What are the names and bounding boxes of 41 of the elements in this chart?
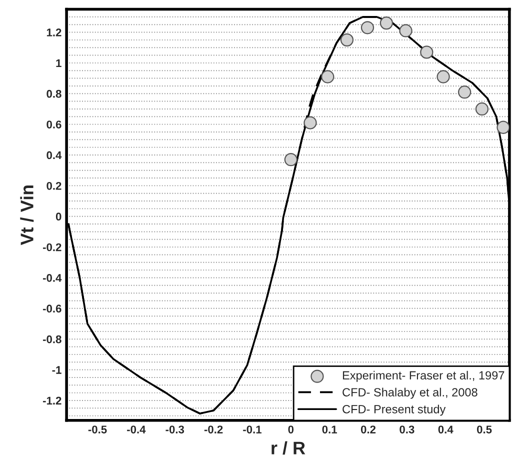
point: [360, 21, 374, 34]
point: [284, 153, 298, 166]
legend-label: CFD- Present study: [342, 404, 446, 416]
x-tick-label: -0.1: [243, 426, 262, 434]
y-tick-label: -0.6: [42, 304, 62, 313]
point: [321, 70, 334, 84]
y-tick-label: 0.4: [46, 151, 62, 160]
y-tick-label: -0.2: [42, 243, 62, 252]
x-tick-label: -0.4: [127, 426, 146, 434]
y-tick-label: -0.4: [42, 274, 62, 282]
point: [475, 102, 489, 116]
legend-label: Experiment- Fraser et al., 1997: [342, 370, 504, 382]
point: [496, 120, 510, 134]
y-axis-title: Vt / Vin: [20, 186, 34, 246]
x-tick-label: 0.1: [322, 426, 337, 434]
point: [304, 116, 317, 130]
x-tick-label: 0: [288, 426, 294, 434]
y-tick-label: 0.8: [46, 90, 62, 98]
x-axis-title: r / R: [272, 441, 306, 455]
y-tick-label: -0.8: [42, 335, 62, 344]
legend-label: CFD- Shalaby et al., 2008: [342, 388, 478, 399]
y-tick-label: 1.2: [46, 28, 62, 36]
point: [420, 46, 434, 59]
x-tick-label: -0.3: [166, 426, 184, 434]
x-tick-label: 0.4: [438, 426, 454, 434]
x-tick-label: -0.2: [204, 426, 223, 434]
x-tick-label: 0.5: [477, 426, 492, 434]
x-tick-label: -0.5: [88, 426, 107, 434]
point: [399, 24, 412, 38]
y-tick-label: 0: [56, 212, 62, 220]
y-tick-label: 1: [56, 59, 62, 67]
point: [380, 16, 394, 30]
y-tick-label: 0.2: [46, 182, 62, 190]
x-tick-label: 0.2: [360, 426, 376, 434]
point: [340, 33, 354, 46]
x-tick-label: 0.3: [400, 426, 414, 434]
point: [436, 70, 450, 84]
y-tick-label: 0.6: [46, 120, 62, 128]
y-tick-label: -1.2: [42, 396, 62, 404]
y-tick-label: -1: [52, 366, 62, 374]
point: [458, 86, 472, 99]
